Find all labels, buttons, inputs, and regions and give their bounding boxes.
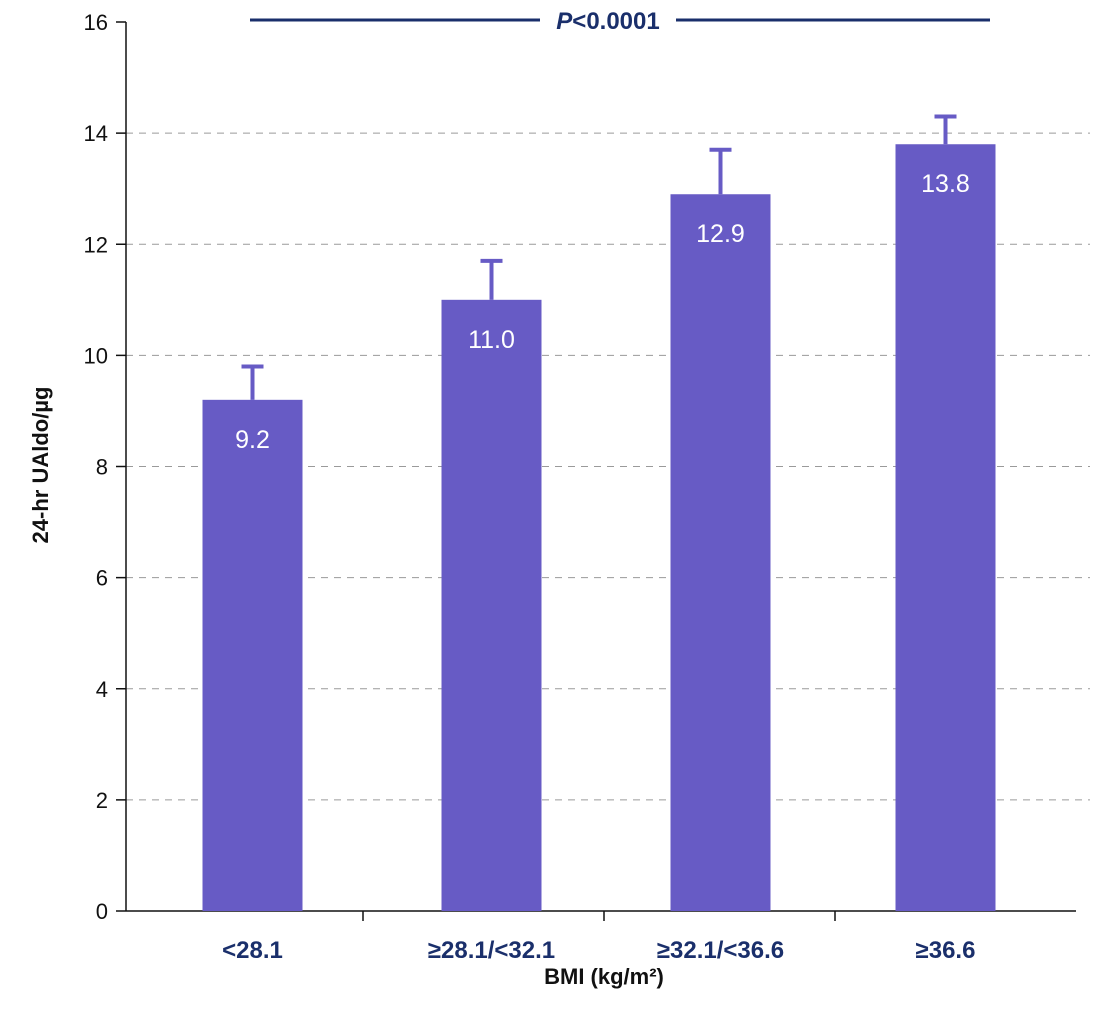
- data-label: 13.8: [921, 170, 970, 198]
- data-label: 12.9: [696, 220, 745, 248]
- y-tick-label: 0: [96, 899, 108, 924]
- bar: [895, 144, 996, 912]
- y-tick-label: 10: [84, 343, 108, 368]
- bar: [670, 194, 771, 911]
- x-axis-title: BMI (kg/m²): [544, 964, 664, 989]
- y-tick-label: 16: [84, 10, 108, 35]
- category-label: ≥28.1/<32.1: [428, 937, 555, 964]
- data-label: 9.2: [235, 426, 270, 454]
- y-tick-label: 8: [96, 455, 108, 480]
- y-tick-label: 4: [96, 677, 108, 702]
- y-tick-label: 6: [96, 566, 108, 591]
- significance-bracket: P<0.0001: [250, 8, 990, 35]
- bar: [202, 399, 303, 911]
- y-tick-label: 2: [96, 788, 108, 813]
- labels: 0 2 4 6 8 10 12 14 16 9.2 <28.1 11.0 ≥28.1/<32.1 12.9…: [84, 10, 976, 964]
- p-value-label: P<0.0001: [556, 8, 659, 35]
- y-axis-title: 24-hr UAldo/µg: [28, 387, 53, 544]
- category-label: <28.1: [222, 937, 283, 964]
- p-value-italic: P: [556, 8, 573, 35]
- category-label: ≥36.6: [916, 937, 976, 964]
- bars: [202, 114, 996, 912]
- p-value-rest: <0.0001: [572, 8, 659, 35]
- y-tick-label: 14: [84, 121, 108, 146]
- category-label: ≥32.1/<36.6: [657, 937, 784, 964]
- y-tick-label: 12: [84, 232, 108, 257]
- bar: [441, 299, 542, 911]
- data-label: 11.0: [468, 326, 515, 354]
